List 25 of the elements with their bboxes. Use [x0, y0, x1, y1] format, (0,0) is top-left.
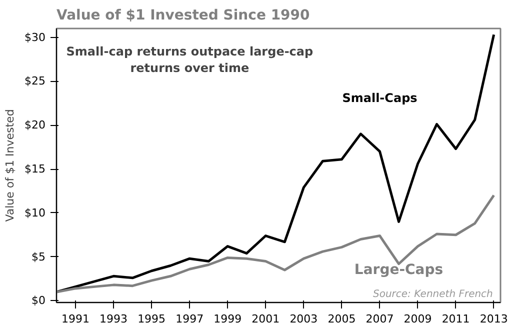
- text: Small-Caps: [342, 91, 418, 106]
- y-axis-title: Value of $1 Invested: [4, 109, 17, 222]
- x-tick-label: 1991: [62, 312, 90, 325]
- x-tick-label: 2003: [290, 312, 318, 325]
- y-tick-label: $20: [24, 118, 46, 132]
- annotation: Small-cap returns outpace large-cap returns over time: [66, 44, 314, 76]
- x-tick-label: 1997: [176, 312, 204, 325]
- x-tick-label: 2005: [328, 312, 356, 325]
- y-tick-label: $0: [32, 294, 46, 308]
- x-tick-label: 2001: [252, 312, 280, 325]
- x-tick-label: 1999: [214, 312, 242, 325]
- x-tick-label: 2011: [442, 312, 470, 325]
- x-tick-label: 2007: [366, 312, 394, 325]
- x-tick-label: 1993: [100, 312, 128, 325]
- y-tick-label: $25: [24, 74, 46, 88]
- y-tick-label: $10: [24, 206, 46, 220]
- y-tick-label: $5: [32, 250, 46, 264]
- annotation: Source: Kenneth French: [372, 288, 493, 300]
- y-tick-label: $15: [24, 162, 46, 176]
- x-tick-label: 2009: [404, 312, 432, 325]
- y-tick-label: $30: [24, 30, 46, 44]
- chart-title: Value of $1 Invested Since 1990: [56, 8, 310, 24]
- x-tick-label: 1995: [138, 312, 166, 325]
- series-label: Large-Caps: [354, 262, 444, 278]
- x-tick-label: 2013: [480, 312, 508, 325]
